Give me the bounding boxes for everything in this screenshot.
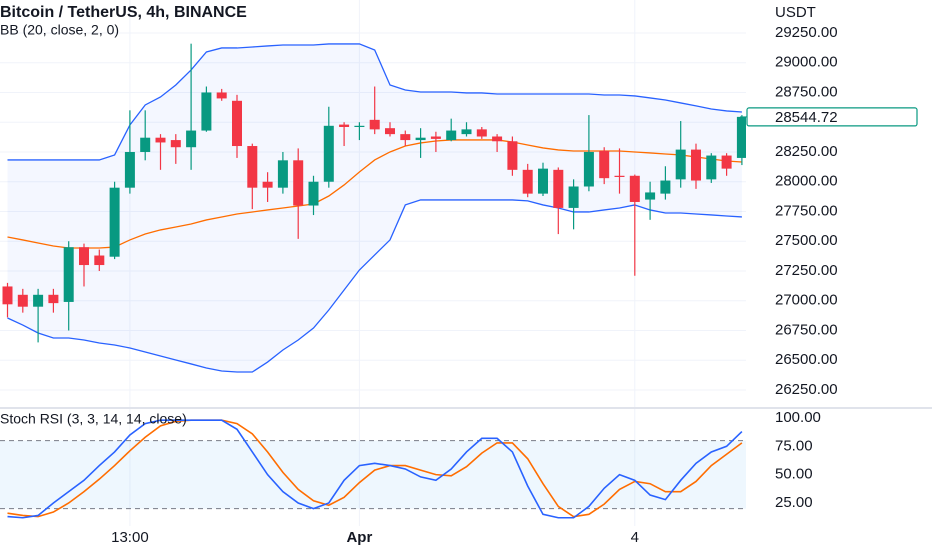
x-tick-label: 13:00 xyxy=(111,529,149,546)
stoch-k xyxy=(7,419,743,519)
y-tick-label: 28000.00 xyxy=(775,173,838,190)
candle-body xyxy=(369,119,380,130)
candle-body xyxy=(186,130,197,148)
candle-body xyxy=(33,294,44,307)
candle-body xyxy=(79,247,89,266)
candle-body xyxy=(553,169,564,208)
last-price-box xyxy=(746,107,918,127)
candle-body xyxy=(461,129,472,135)
stoch-band-fill xyxy=(0,440,746,509)
candle-body xyxy=(645,192,656,200)
candle-body xyxy=(706,155,717,180)
y-tick-label: 26250.00 xyxy=(775,381,838,398)
stoch-title: Stoch RSI (3, 3, 14, 14, close) xyxy=(0,411,187,427)
y-tick-label: 29000.00 xyxy=(775,54,838,71)
axes: 29250.0029000.0028750.0028500.0028250.00… xyxy=(111,24,918,546)
candle-body xyxy=(415,137,426,141)
candle-body xyxy=(538,168,548,194)
candle-body xyxy=(446,130,457,141)
candle-body xyxy=(109,187,120,257)
candle-body xyxy=(691,149,701,181)
y-tick-label: 28250.00 xyxy=(775,143,838,160)
candle-body xyxy=(2,286,13,305)
candle-body xyxy=(400,134,411,141)
candle-body xyxy=(660,180,671,194)
candle-body xyxy=(339,124,350,127)
candle-body xyxy=(721,155,732,169)
y-tick-label: 27250.00 xyxy=(775,262,838,279)
candle-body xyxy=(140,137,151,152)
y-tick-label: 29250.00 xyxy=(775,24,838,41)
candle-body xyxy=(430,136,441,139)
y-tick-label: 28750.00 xyxy=(775,83,838,100)
candle-body xyxy=(323,125,334,182)
candle-body xyxy=(277,160,288,188)
indicator-label: BB (20, close, 2, 0) xyxy=(0,22,119,38)
y-tick-label: 26500.00 xyxy=(775,351,838,368)
candle-body xyxy=(216,92,227,99)
candle-body xyxy=(308,181,319,206)
x-tick-label: 4 xyxy=(631,529,639,546)
candle-body xyxy=(507,141,518,170)
candle-body xyxy=(155,137,166,143)
candle-body xyxy=(17,294,28,307)
y-tick-label: 25.00 xyxy=(775,494,813,511)
y-tick-label: 27750.00 xyxy=(775,202,838,219)
candle-body xyxy=(736,116,746,158)
y-tick-label: 27500.00 xyxy=(775,232,838,249)
bb-lower xyxy=(7,199,742,373)
price-pane xyxy=(2,43,746,373)
stoch-pane xyxy=(0,419,746,519)
y-tick-label: 26750.00 xyxy=(775,321,838,338)
candle-body xyxy=(492,136,503,142)
candle-body xyxy=(247,146,258,188)
candle-body xyxy=(583,151,594,187)
candle-body xyxy=(124,151,135,188)
y-tick-label: 75.00 xyxy=(775,437,813,454)
y-tick-label: 50.00 xyxy=(775,466,813,483)
candle-body xyxy=(385,128,395,135)
candle-body xyxy=(522,169,533,194)
x-tick-label: Apr xyxy=(346,529,372,546)
candle-body xyxy=(94,255,105,266)
candle-body xyxy=(614,175,625,177)
candle-body xyxy=(568,186,579,208)
candle-body xyxy=(232,100,242,147)
last-price-label: 28544.72 xyxy=(775,109,838,126)
candle-body xyxy=(629,175,640,202)
candle-body xyxy=(354,125,365,127)
y-tick-label: 27000.00 xyxy=(775,292,838,309)
currency-label: USDT xyxy=(775,4,816,21)
stoch-d xyxy=(7,419,743,518)
candle-body xyxy=(675,149,686,180)
chart-title: Bitcoin / TetherUS, 4h, BINANCE xyxy=(0,4,247,21)
y-tick-label: 100.00 xyxy=(775,409,821,426)
candle-body xyxy=(170,140,181,148)
candle-body xyxy=(476,129,487,137)
candle-body xyxy=(599,150,610,179)
candle-body xyxy=(201,92,212,131)
grid xyxy=(0,0,746,526)
candle-body xyxy=(63,247,74,302)
candle-body xyxy=(293,160,304,206)
candle-body xyxy=(48,294,59,304)
candle-body xyxy=(262,181,273,188)
